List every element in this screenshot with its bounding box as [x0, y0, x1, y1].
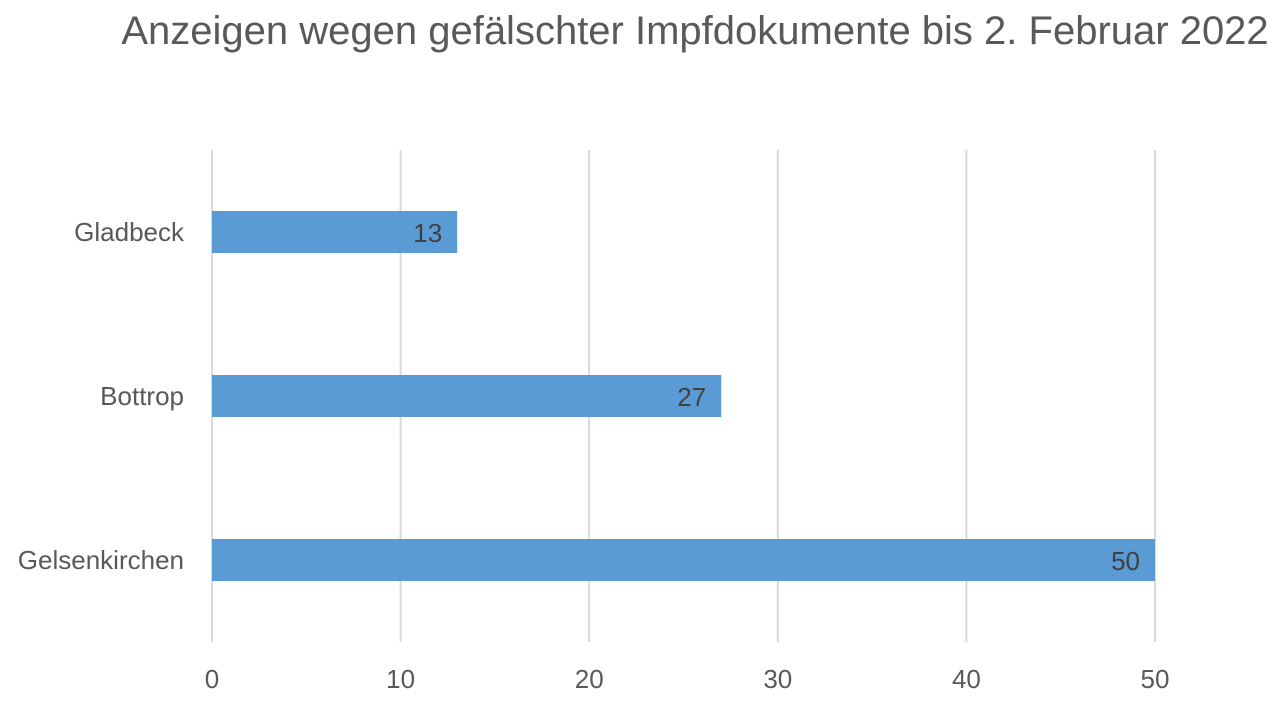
category-label: Gelsenkirchen — [18, 545, 184, 575]
bar-gelsenkirchen — [212, 539, 1155, 581]
data-label: 27 — [677, 382, 706, 412]
bar-bottrop — [212, 375, 722, 417]
x-tick-label: 30 — [763, 664, 792, 694]
data-label: 13 — [413, 218, 442, 248]
bars — [212, 211, 1155, 581]
category-label: Bottrop — [100, 381, 184, 411]
chart-title: Anzeigen wegen gefälschter Impfdokumente… — [121, 9, 1269, 53]
x-tick-label: 0 — [205, 664, 219, 694]
data-label: 50 — [1111, 546, 1140, 576]
labels: 0 10 20 30 40 50 Gladbeck 13 Bottrop 27 Gelsenkirc… — [18, 217, 1170, 694]
category-label: Gladbeck — [74, 217, 185, 247]
bar-gladbeck — [212, 211, 458, 253]
x-tick-label: 40 — [952, 664, 981, 694]
x-tick-label: 50 — [1141, 664, 1170, 694]
x-tick-label: 20 — [575, 664, 604, 694]
x-tick-label: 10 — [386, 664, 415, 694]
